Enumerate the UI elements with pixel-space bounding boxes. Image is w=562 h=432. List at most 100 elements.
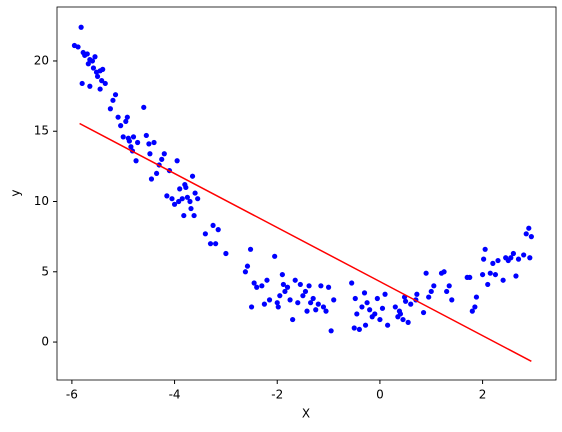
data-point bbox=[192, 190, 198, 196]
data-point bbox=[490, 260, 496, 266]
data-point bbox=[126, 138, 132, 144]
data-point bbox=[84, 51, 90, 57]
data-point bbox=[146, 141, 152, 147]
data-point bbox=[426, 294, 432, 300]
data-point bbox=[287, 297, 293, 303]
data-point bbox=[392, 304, 398, 310]
data-point bbox=[85, 61, 91, 67]
data-point bbox=[282, 288, 288, 295]
data-point bbox=[446, 283, 452, 289]
data-point bbox=[123, 118, 129, 125]
data-point bbox=[361, 290, 368, 296]
data-point bbox=[372, 311, 378, 317]
data-point bbox=[90, 65, 97, 71]
data-point bbox=[297, 281, 303, 288]
data-point bbox=[128, 144, 134, 150]
data-point bbox=[515, 256, 522, 262]
data-point bbox=[242, 269, 249, 275]
data-point bbox=[377, 316, 383, 323]
data-point bbox=[148, 176, 155, 182]
fit-line bbox=[79, 122, 532, 362]
y-tick-label: 20 bbox=[34, 53, 49, 67]
data-point bbox=[169, 196, 175, 202]
data-point bbox=[266, 297, 273, 303]
data-point bbox=[310, 295, 316, 302]
data-point bbox=[78, 24, 84, 30]
data-point bbox=[364, 300, 370, 306]
y-tick-label: 15 bbox=[34, 124, 49, 138]
data-point bbox=[379, 305, 386, 311]
data-point bbox=[102, 80, 108, 87]
data-point bbox=[184, 194, 190, 200]
data-point bbox=[118, 123, 124, 129]
data-point bbox=[523, 231, 529, 237]
data-point bbox=[272, 253, 278, 259]
data-point bbox=[251, 280, 257, 286]
data-point bbox=[367, 307, 373, 313]
data-point bbox=[290, 316, 296, 323]
data-point bbox=[100, 66, 106, 73]
data-point bbox=[449, 297, 455, 303]
data-point bbox=[120, 134, 126, 140]
y-axis-label: y bbox=[9, 189, 23, 196]
data-point bbox=[308, 300, 314, 306]
data-point bbox=[325, 284, 332, 290]
data-point bbox=[274, 300, 280, 306]
data-point bbox=[405, 319, 411, 325]
data-point bbox=[248, 304, 255, 310]
data-point bbox=[414, 291, 420, 297]
data-point bbox=[210, 222, 216, 229]
data-point bbox=[223, 250, 229, 257]
data-point bbox=[159, 156, 165, 162]
data-point bbox=[482, 246, 488, 252]
data-point bbox=[279, 271, 285, 278]
data-point bbox=[292, 277, 298, 283]
data-point bbox=[352, 295, 358, 302]
data-point bbox=[195, 196, 201, 202]
data-point bbox=[75, 44, 81, 50]
data-point bbox=[275, 304, 281, 310]
data-point bbox=[354, 311, 360, 317]
y-tick-label: 5 bbox=[41, 264, 49, 278]
data-point bbox=[467, 274, 473, 281]
data-point bbox=[323, 308, 329, 314]
data-point bbox=[177, 186, 183, 192]
data-point bbox=[207, 241, 214, 247]
data-point bbox=[97, 86, 103, 92]
data-point bbox=[284, 284, 291, 290]
data-point bbox=[277, 293, 283, 299]
data-point bbox=[259, 283, 265, 289]
x-tick-label: -2 bbox=[271, 388, 283, 402]
x-tick-label: 0 bbox=[376, 388, 384, 402]
data-point bbox=[264, 277, 270, 283]
data-point bbox=[151, 139, 157, 146]
data-point bbox=[444, 288, 450, 295]
y-tick-label: 0 bbox=[41, 335, 49, 349]
data-point bbox=[187, 198, 193, 205]
data-point bbox=[349, 280, 355, 286]
data-point bbox=[431, 283, 437, 289]
data-point bbox=[487, 270, 493, 276]
data-point bbox=[513, 273, 519, 279]
data-point bbox=[362, 322, 369, 328]
data-point bbox=[215, 227, 221, 233]
data-point bbox=[423, 270, 429, 276]
data-point bbox=[304, 308, 310, 314]
data-point bbox=[473, 294, 480, 300]
data-point bbox=[161, 151, 167, 157]
data-point bbox=[495, 257, 501, 264]
data-point bbox=[134, 139, 141, 146]
data-point bbox=[87, 83, 93, 89]
data-point bbox=[328, 328, 334, 334]
data-point bbox=[528, 234, 534, 240]
data-point bbox=[385, 322, 391, 328]
data-point bbox=[147, 151, 153, 157]
x-tick-label: -6 bbox=[66, 388, 78, 402]
data-point bbox=[351, 325, 357, 331]
data-point bbox=[247, 246, 254, 252]
data-point bbox=[400, 316, 406, 323]
data-point bbox=[420, 309, 427, 316]
data-point bbox=[527, 255, 533, 261]
data-point bbox=[181, 212, 187, 219]
